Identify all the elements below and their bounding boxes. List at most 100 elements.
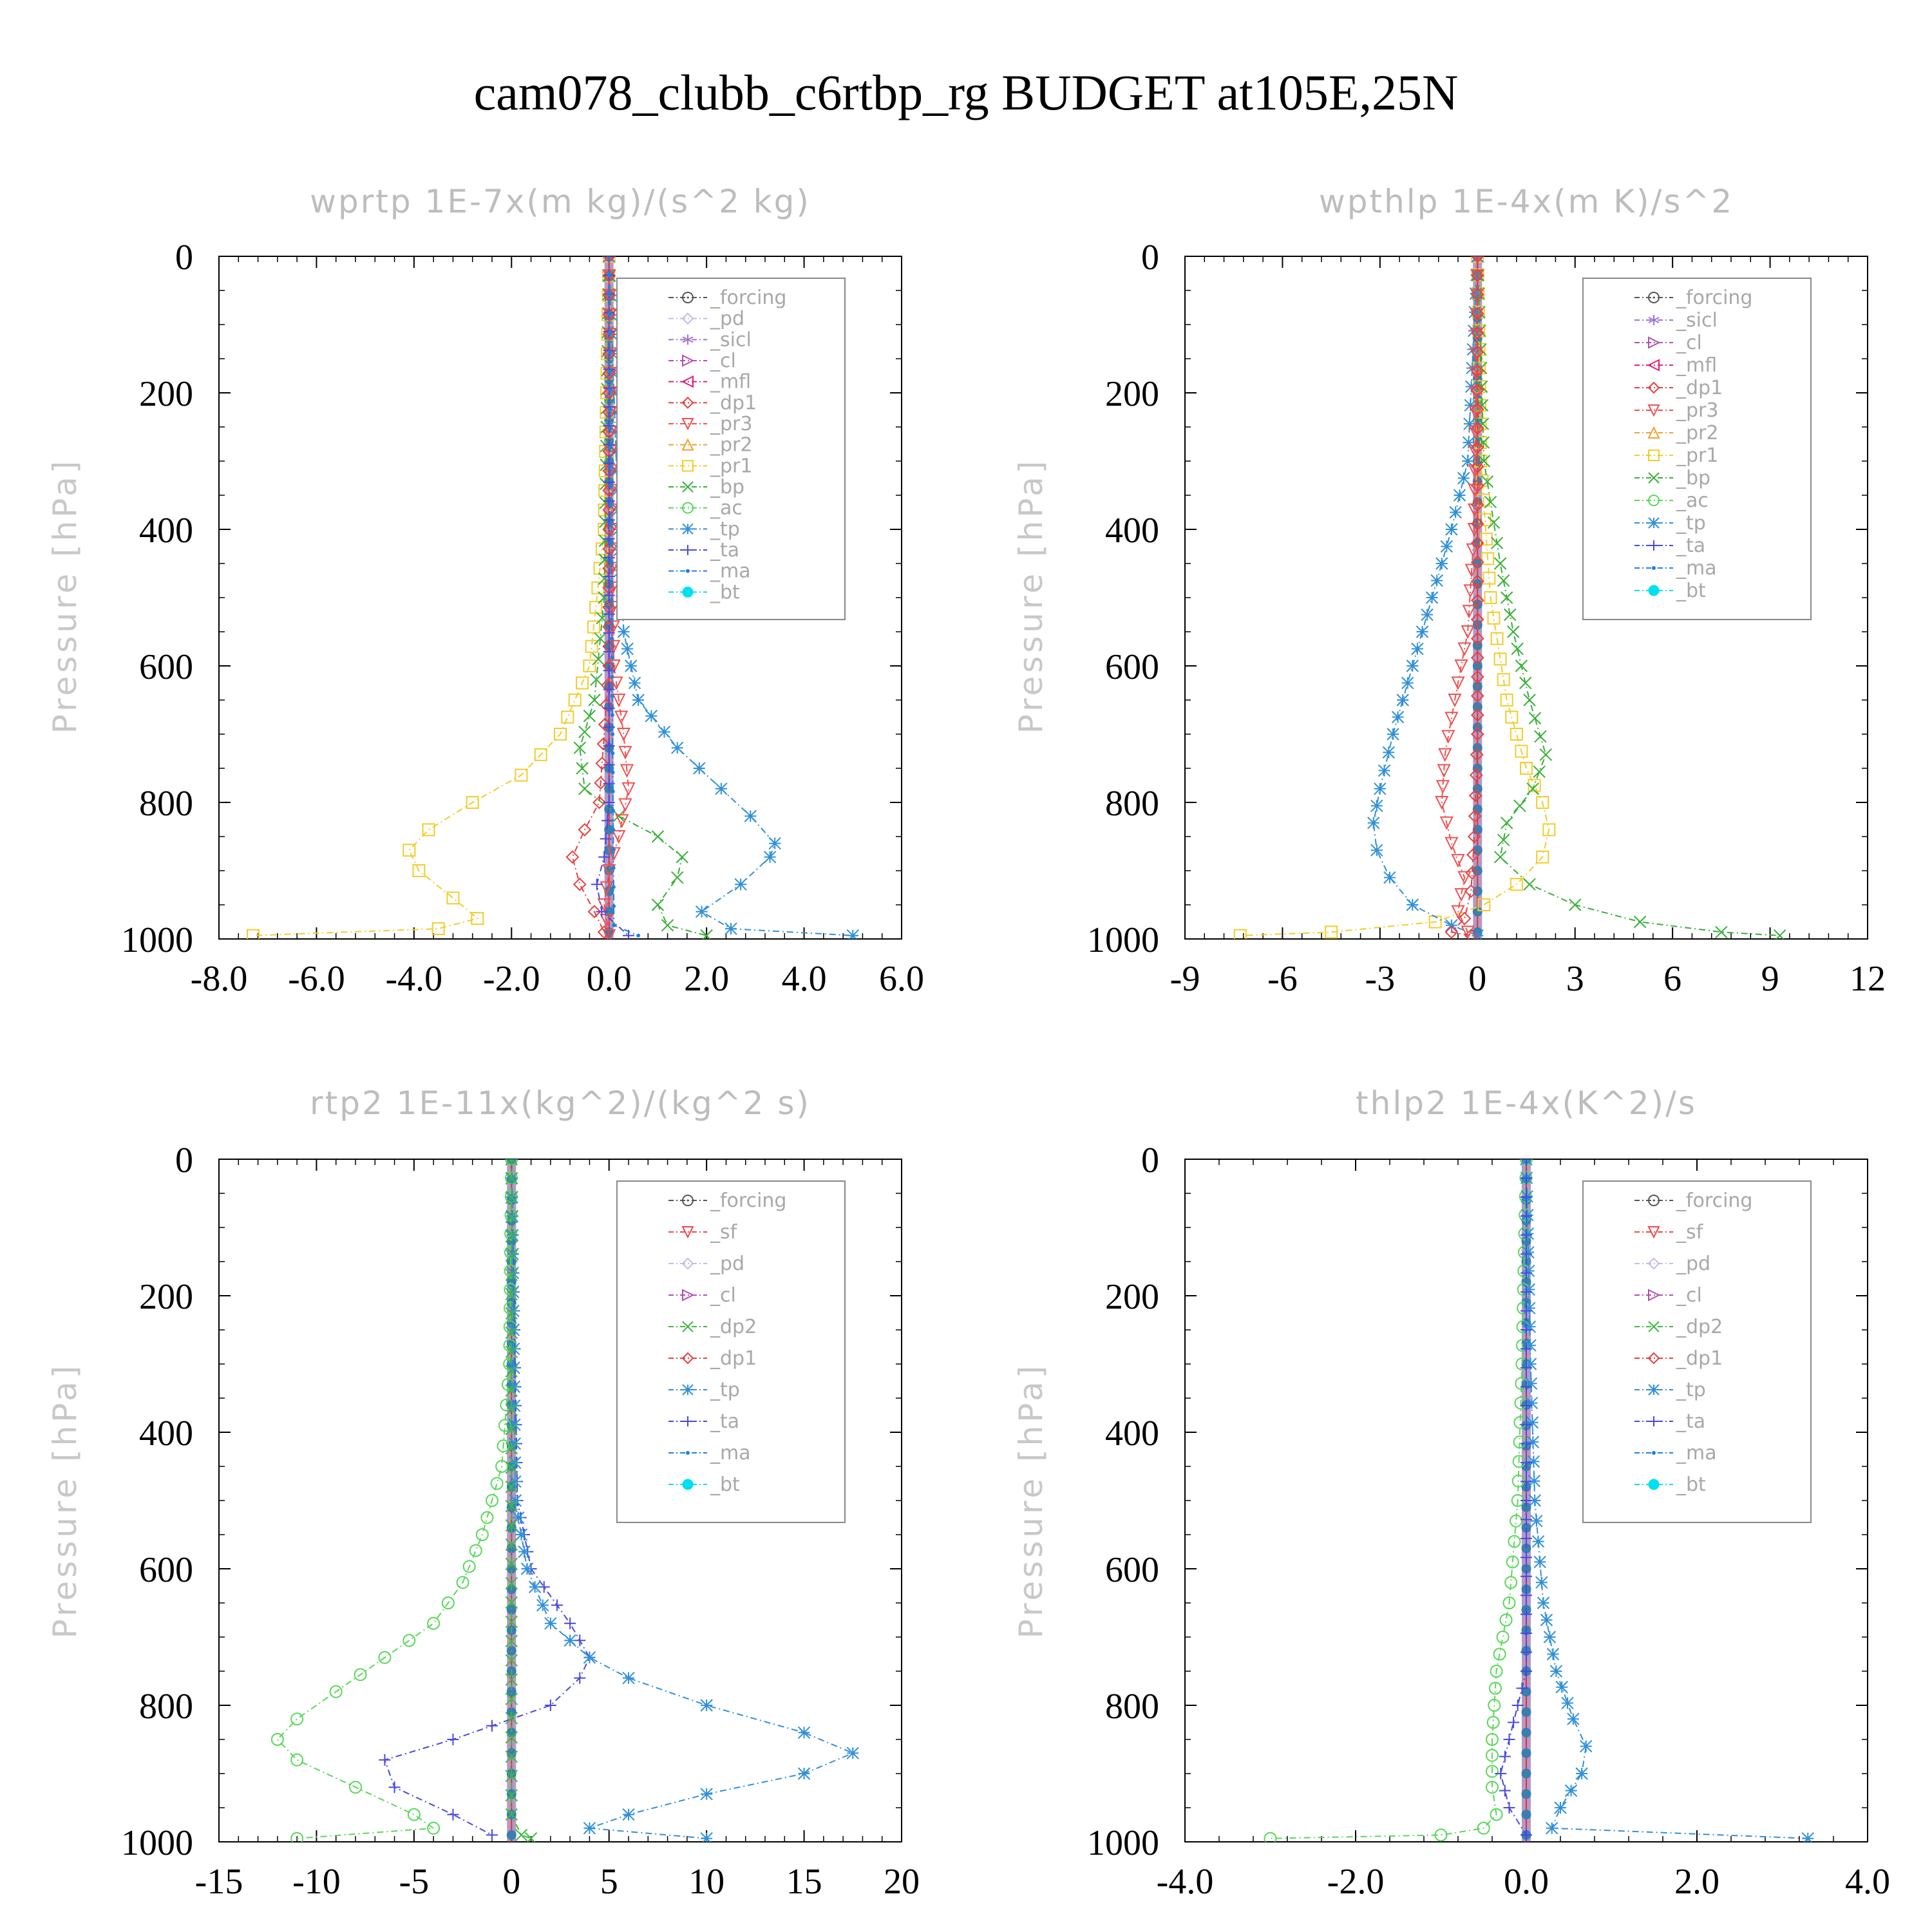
series-marker-pr1 [1482,571,1496,585]
series-marker-ta [388,1781,401,1794]
series-marker-ta [1520,1665,1532,1677]
series-marker-bp [612,810,625,822]
series-marker-tp [1370,844,1383,857]
series-marker-tp [583,1651,596,1664]
series-marker-ac [378,1651,392,1664]
series-marker-tp [622,1808,635,1821]
series-marker-tp [1523,1302,1536,1314]
series-marker-ma [611,847,616,851]
series-marker-bp [1528,712,1542,724]
series-marker-tp [1453,489,1466,502]
series-marker-dp2 [505,1557,518,1571]
series-marker-ta [1499,1785,1511,1797]
y-tick-label: 800 [1105,784,1159,824]
legend-marker [1648,315,1660,325]
y-tick-label: 600 [139,1550,193,1590]
series-marker-pr3 [615,814,629,828]
legend-label: _ta [710,1410,739,1433]
series-marker-pr1 [515,768,528,782]
series-marker-bp [700,929,713,939]
series-marker-ma [608,369,612,374]
bt-marker [1521,1707,1531,1718]
legend-marker [1652,566,1656,570]
legend-marker [683,1416,693,1426]
series-marker-pr3 [603,366,617,381]
legend-marker [1647,1257,1660,1270]
series-marker-pr3 [1461,625,1475,639]
y-tick-label: 1000 [121,920,193,960]
legend-label: _tp [710,1379,740,1401]
x-tick-label: 0 [1468,959,1486,999]
legend-label: _bt [1676,1473,1706,1496]
series-marker-ac [1512,1455,1526,1468]
series-marker-tp [1406,898,1419,911]
series-marker-pr3 [1461,925,1475,939]
legend-label: _ma [1676,1442,1717,1464]
series-marker-ta [598,851,611,863]
x-tick-label: -4.0 [1157,1862,1214,1902]
legend-marker [682,1479,694,1490]
y-tick-label: 400 [1105,511,1159,551]
series-marker-ma [611,885,616,889]
series-marker-ta [574,1634,586,1647]
series-marker-tp [1521,1227,1535,1240]
series-marker-pr1 [561,710,574,724]
series-marker-ta [1520,1551,1532,1564]
series-marker-tp [1564,1784,1578,1797]
x-tick-label: 0.0 [587,959,632,999]
legend-label: _ma [1676,557,1717,580]
series-marker-ma [609,617,614,621]
series-marker-pr3 [600,913,614,928]
series-marker-ma [611,732,615,736]
series-marker-pr1 [1528,779,1541,792]
series-marker-tp [1387,728,1399,741]
series-marker-ta [1520,1829,1532,1841]
series-marker-pr3 [606,620,620,634]
series-marker-tp [509,1494,522,1507]
series-marker-ta [574,1672,586,1684]
series-marker-tp [1457,471,1470,485]
series-marker-pr1 [471,912,484,925]
series-group [1264,1159,1814,1842]
series-marker-dp2 [505,1230,518,1243]
series-marker-tp [625,659,638,672]
series-marker-ma [610,636,614,641]
series-marker-dp1 [595,757,609,770]
series-marker-tp [1370,799,1383,813]
series-marker-dp2 [505,1249,518,1262]
series-marker-ta [1495,1768,1507,1779]
series-marker-bp [1513,799,1526,813]
series-group [270,1159,859,1842]
series-marker-tp [536,1598,549,1612]
series-marker-ma [608,426,612,431]
series-marker-dp2 [505,1159,518,1166]
series-marker-pr3 [1462,605,1476,619]
series-marker-pr1 [1505,710,1519,724]
series-marker-dp2 [505,1615,518,1629]
legend-marker [1648,450,1660,461]
series-marker-dp2 [505,1403,518,1416]
series-marker-tp [1464,399,1477,412]
legend-marker [682,292,694,303]
series-marker-tp [508,1437,522,1450]
series-marker-tp [1430,574,1443,587]
legend-marker [1648,292,1660,303]
series-marker-tp [1546,1647,1560,1661]
series-marker-ac [290,1712,304,1726]
series-marker-ma [609,484,613,488]
series-marker-pr3 [612,694,626,708]
legend-label: _cl [1676,332,1702,354]
series-marker-bp [1476,417,1490,430]
series-marker-bp [1534,730,1547,743]
series-marker-tp [1526,1435,1540,1448]
series-marker-ma [609,522,613,526]
series-marker-dp2 [505,1808,518,1821]
series-marker-dp1 [596,737,611,751]
panel-title: wpthlp 1E-4x(m K)/s^2 [1319,183,1734,220]
series-marker-dp1 [1470,517,1484,531]
series-marker-pr1 [1536,796,1549,809]
series-marker-dp1 [1470,650,1484,665]
legend-label: _sicl [710,328,752,351]
series-marker-tp [507,1342,520,1356]
series-marker-ta [603,514,615,526]
